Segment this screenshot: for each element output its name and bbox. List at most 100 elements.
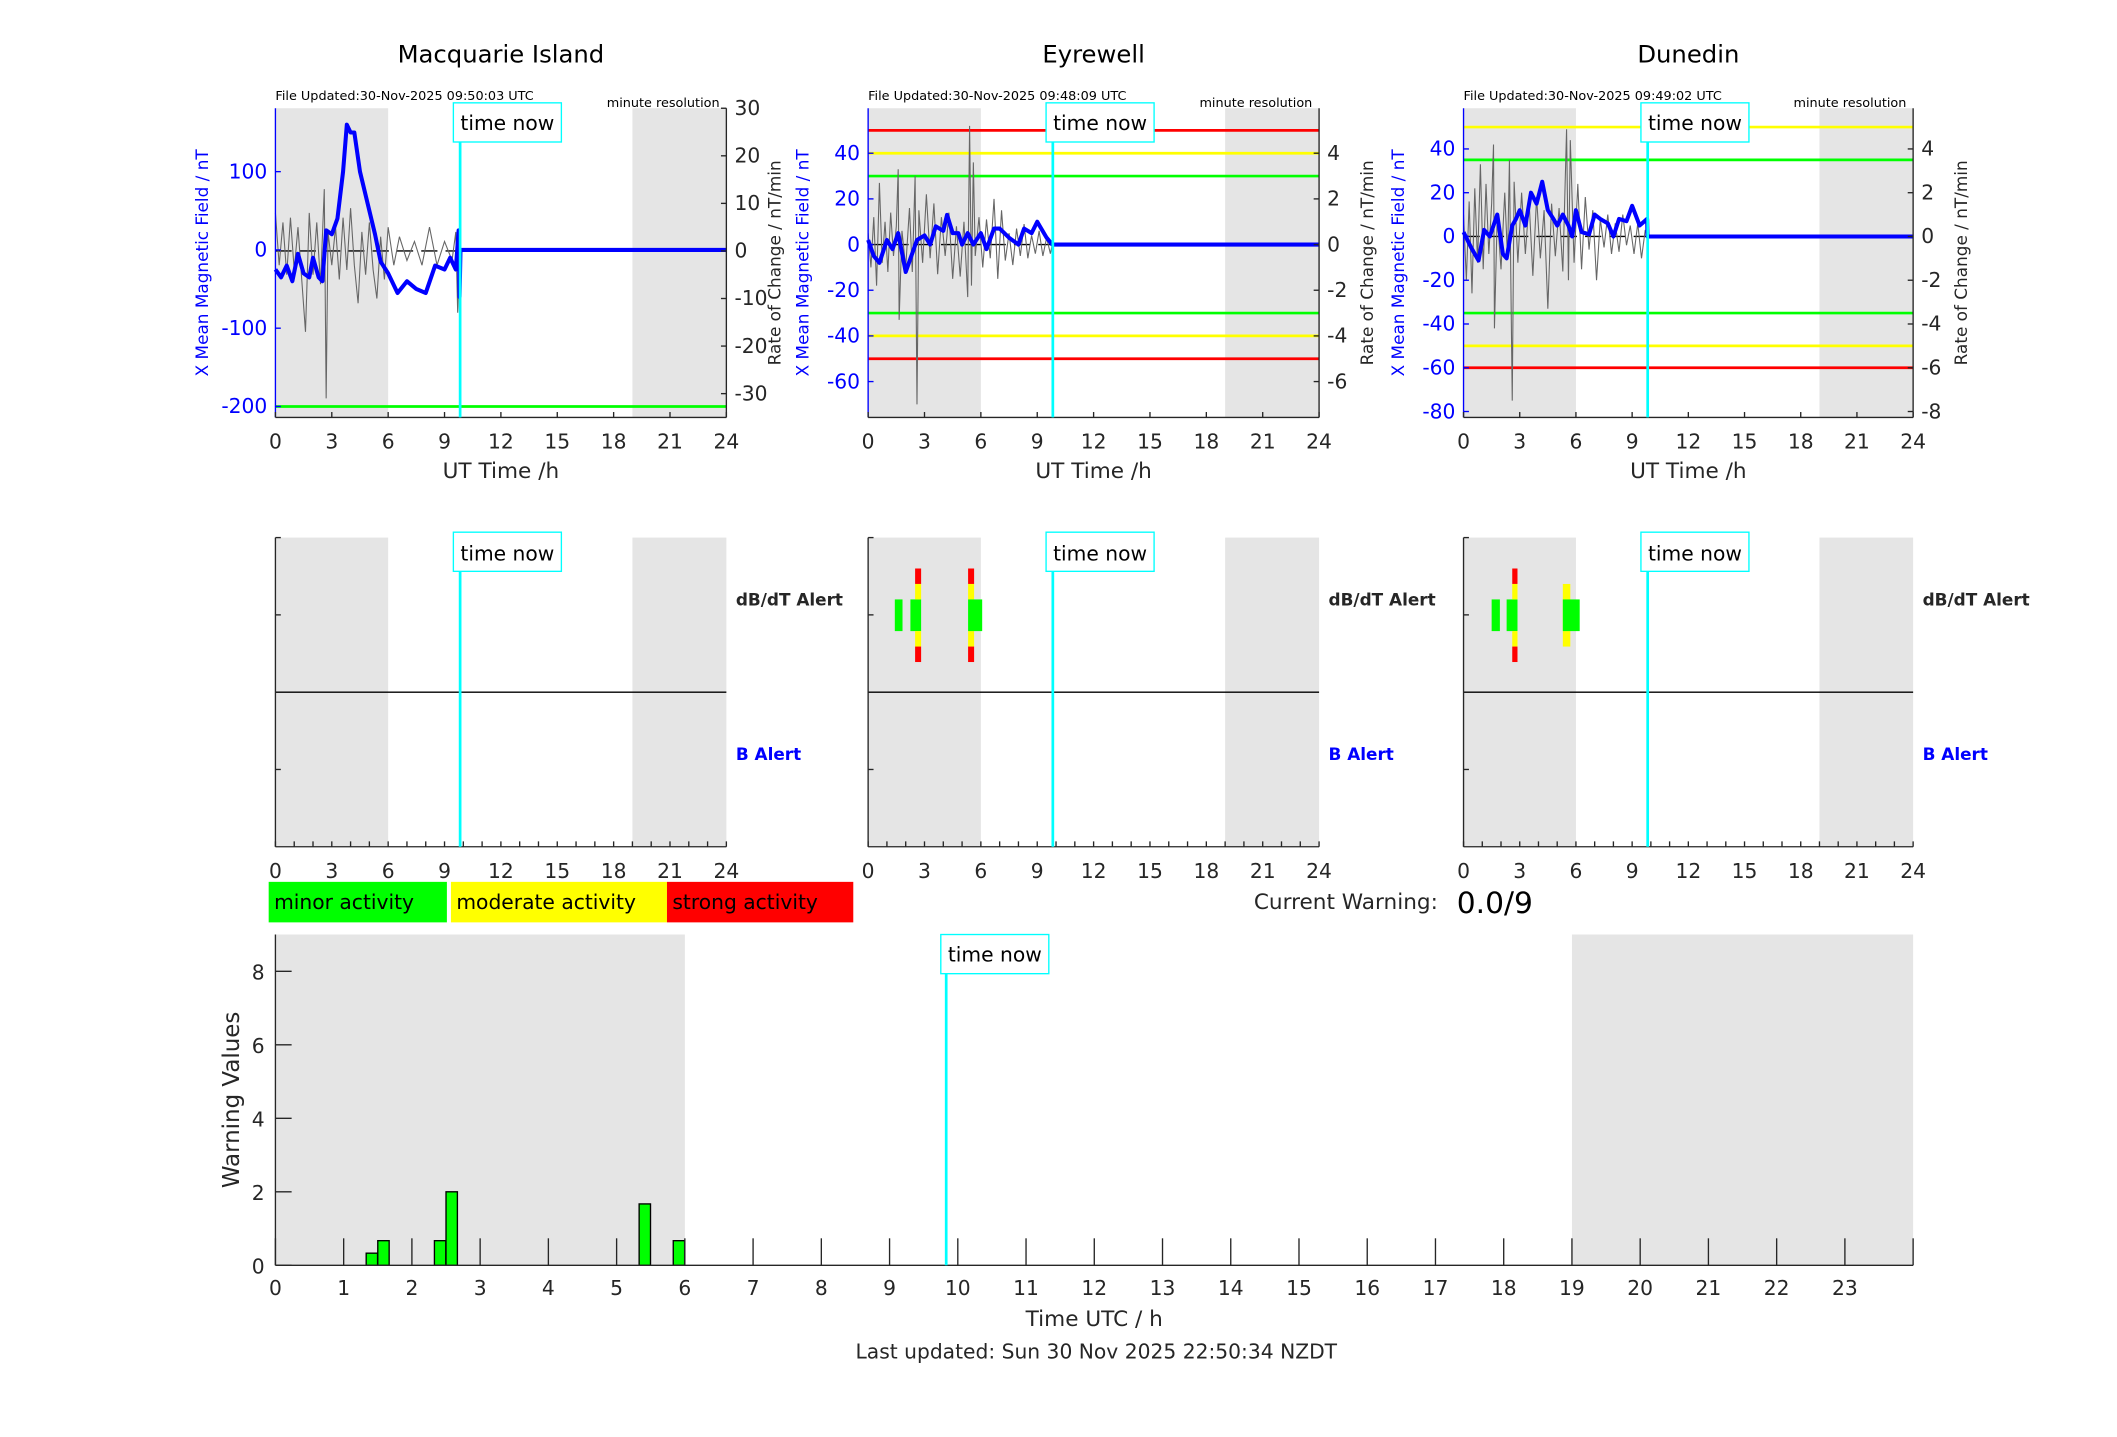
alert-x-tick-label: 9 <box>438 859 451 883</box>
x-tick-label: 15 <box>1137 429 1163 453</box>
night-shading <box>1225 108 1320 418</box>
time-now-box <box>452 102 563 143</box>
warning-x-tick-label: 1 <box>337 1276 350 1300</box>
dbdt-alert-bar <box>1562 583 1571 600</box>
x-tick-label: 9 <box>1031 429 1044 453</box>
file-updated-text: File Updated:30-Nov-2025 09:49:02 UTC <box>1464 89 1722 104</box>
alert-x-tick-label: 3 <box>918 859 931 883</box>
time-now-label: time now <box>460 111 554 135</box>
alert-x-tick-label: 6 <box>1569 859 1582 883</box>
alert-x-tick-label: 24 <box>1900 859 1926 883</box>
left-y-axis-label: X Mean Magnetic Field / nT <box>1388 149 1408 377</box>
magnetic-field-line <box>273 122 727 299</box>
alert-x-tick-label: 9 <box>1031 859 1044 883</box>
time-now-label: time now <box>948 943 1042 967</box>
legend-swatch-strong <box>666 881 854 923</box>
b-alert-label: B Alert <box>1923 744 1988 764</box>
time-now-box <box>940 933 1050 975</box>
x-tick-label: 21 <box>1250 429 1276 453</box>
time-now-box <box>452 531 563 573</box>
b-alert-label: B Alert <box>1329 744 1394 764</box>
dbdt-alert-label: dB/dT Alert <box>1923 589 2030 609</box>
last-updated-text: Last updated: Sun 30 Nov 2025 22:50:34 N… <box>856 1339 1338 1363</box>
right-tick-label: 0 <box>734 239 747 263</box>
warning-x-tick-label: 7 <box>747 1276 760 1300</box>
right-tick-label: 20 <box>734 144 760 168</box>
night-shading <box>275 934 685 1266</box>
right-tick-label: 30 <box>734 96 760 120</box>
time-now-box <box>1640 102 1750 143</box>
station-panel-0: Macquarie Island File Updated:30-Nov-2025… <box>192 39 843 882</box>
x-tick-label: 3 <box>1513 429 1526 453</box>
time-now-box <box>1045 531 1155 573</box>
x-tick-label: 0 <box>862 429 875 453</box>
warning-x-tick-label: 4 <box>542 1276 555 1300</box>
right-tick-label: -6 <box>1327 369 1347 393</box>
x-axis-label: UT Time /h <box>1035 459 1152 484</box>
x-axis-label: UT Time /h <box>1630 459 1747 484</box>
alert-x-tick-label: 0 <box>1457 859 1470 883</box>
x-tick-label: 6 <box>382 429 395 453</box>
right-tick-label: -2 <box>1327 278 1347 302</box>
warning-bar <box>638 1203 652 1266</box>
alert-x-tick-label: 12 <box>1675 859 1701 883</box>
left-tick-label: -100 <box>221 316 267 340</box>
night-shading <box>1463 108 1576 418</box>
warning-bar <box>433 1240 447 1266</box>
x-tick-label: 21 <box>1844 429 1870 453</box>
alert-x-tick-label: 21 <box>1844 859 1870 883</box>
warning-x-tick-label: 18 <box>1491 1276 1517 1300</box>
dbdt-alert-bar <box>1512 583 1518 600</box>
left-y-axis-label: X Mean Magnetic Field / nT <box>793 149 813 377</box>
time-now-box <box>1045 102 1155 143</box>
left-tick-label: -40 <box>827 324 860 348</box>
right-tick-label: 2 <box>1921 180 1934 204</box>
alert-x-tick-label: 15 <box>544 859 570 883</box>
x-tick-label: 0 <box>269 429 282 453</box>
dbdt-alert-bar <box>968 583 975 600</box>
dbdt-alert-bar <box>894 599 903 632</box>
warning-x-tick-label: 22 <box>1764 1276 1790 1300</box>
x-tick-label: 0 <box>1457 429 1470 453</box>
right-tick-label: 4 <box>1327 141 1340 165</box>
x-tick-label: 6 <box>1569 429 1582 453</box>
dbdt-alert-bar <box>915 568 922 584</box>
alert-x-tick-label: 18 <box>1788 859 1814 883</box>
right-tick-label: -2 <box>1921 268 1941 292</box>
x-tick-label: 15 <box>544 429 570 453</box>
station-title: Macquarie Island <box>398 39 605 68</box>
night-shading <box>868 108 981 418</box>
alert-x-tick-label: 21 <box>657 859 683 883</box>
x-tick-label: 15 <box>1732 429 1758 453</box>
file-updated-text: File Updated:30-Nov-2025 09:48:09 UTC <box>868 89 1126 104</box>
x-tick-label: 18 <box>1193 429 1219 453</box>
right-tick-label: -20 <box>734 334 767 358</box>
alert-x-tick-label: 24 <box>1306 859 1332 883</box>
dbdt-alert-bar <box>1491 599 1500 632</box>
alert-x-tick-label: 12 <box>488 859 514 883</box>
x-axis-label: UT Time /h <box>443 459 560 484</box>
right-tick-label: -8 <box>1921 399 1941 423</box>
warning-x-tick-label: 13 <box>1150 1276 1176 1300</box>
left-tick-label: 0 <box>847 232 860 256</box>
time-now-label: time now <box>1648 111 1742 135</box>
left-tick-label: 20 <box>834 187 860 211</box>
x-tick-label: 24 <box>713 429 739 453</box>
legend-label: moderate activity <box>456 890 636 914</box>
alert-x-tick-label: 0 <box>269 859 282 883</box>
left-tick-label: 40 <box>1430 137 1456 161</box>
left-tick-label: -60 <box>827 369 860 393</box>
alert-x-tick-label: 3 <box>325 859 338 883</box>
magnetic-field-line <box>1461 179 1914 263</box>
left-tick-label: -20 <box>1422 268 1455 292</box>
time-now-box <box>1640 531 1750 573</box>
warning-x-tick-label: 6 <box>678 1276 691 1300</box>
right-tick-label: -6 <box>1921 356 1941 380</box>
dbdt-alert-bar <box>915 631 922 647</box>
time-now-label: time now <box>1053 542 1147 566</box>
time-now-label: time now <box>1053 111 1147 135</box>
x-tick-label: 18 <box>601 429 627 453</box>
x-tick-label: 12 <box>488 429 514 453</box>
alert-x-tick-label: 18 <box>1193 859 1219 883</box>
